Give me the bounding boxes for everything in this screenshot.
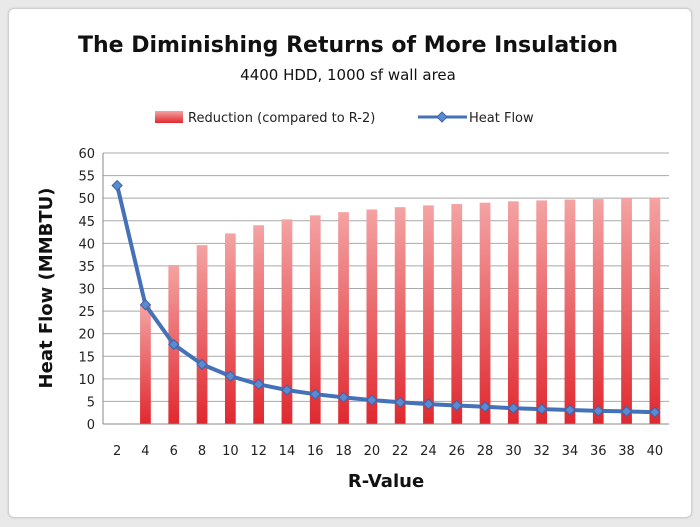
legend-bar-label: Reduction (compared to R-2) bbox=[188, 111, 375, 126]
x-axis-title: R-Value bbox=[348, 471, 424, 492]
heat-flow-point bbox=[649, 406, 661, 418]
y-tick-label: 10 bbox=[78, 373, 95, 388]
heat-flow-point bbox=[479, 401, 491, 413]
x-tick-label: 18 bbox=[335, 444, 352, 459]
reduction-bar bbox=[649, 197, 661, 424]
y-tick-label: 0 bbox=[87, 418, 95, 433]
y-tick-label: 35 bbox=[78, 260, 95, 275]
reduction-bar bbox=[281, 219, 293, 424]
heat-flow-point bbox=[535, 403, 548, 415]
reduction-bar bbox=[338, 212, 349, 424]
x-tick-label: 36 bbox=[590, 444, 607, 459]
x-tick-label: 28 bbox=[477, 444, 494, 459]
line-series bbox=[111, 179, 661, 418]
y-axis-title: Heat Flow (MMBTU) bbox=[36, 188, 57, 389]
y-tick-label: 45 bbox=[78, 215, 95, 230]
x-tick-label: 6 bbox=[170, 444, 178, 459]
reduction-bar bbox=[536, 200, 548, 424]
x-tick-label: 24 bbox=[420, 444, 437, 459]
reduction-bar bbox=[451, 204, 463, 424]
reduction-bar bbox=[394, 207, 406, 424]
bar-series bbox=[140, 197, 661, 424]
x-tick-label: 32 bbox=[533, 444, 550, 459]
x-tick-label: 22 bbox=[392, 444, 409, 459]
chart-frame bbox=[8, 8, 692, 518]
heat-flow-point bbox=[337, 391, 350, 404]
reduction-bar bbox=[564, 199, 576, 424]
y-tick-label: 50 bbox=[78, 192, 95, 207]
heat-flow-point bbox=[366, 394, 378, 406]
x-tick-label: 14 bbox=[279, 444, 296, 459]
reduction-bar bbox=[224, 233, 236, 424]
x-tick-label: 4 bbox=[141, 444, 149, 459]
y-axis-ticks: 0 5 10 15 20 25 30 35 40 45 50 55 60 bbox=[78, 147, 95, 433]
legend-bar-swatch bbox=[155, 111, 183, 123]
y-tick-label: 30 bbox=[78, 283, 95, 298]
x-tick-label: 38 bbox=[618, 444, 635, 459]
heat-flow-point bbox=[196, 358, 208, 371]
reduction-bar bbox=[253, 225, 265, 424]
reduction-bar bbox=[479, 202, 491, 424]
reduction-bar bbox=[309, 215, 321, 424]
x-tick-label: 30 bbox=[505, 444, 522, 459]
chart-subtitle: 4400 HDD, 1000 sf wall area bbox=[240, 66, 456, 84]
gridlines bbox=[103, 152, 669, 425]
x-tick-label: 16 bbox=[307, 444, 324, 459]
y-tick-label: 25 bbox=[78, 305, 95, 320]
heat-flow-point bbox=[422, 398, 435, 410]
heat-flow-point bbox=[252, 378, 265, 390]
y-tick-label: 60 bbox=[78, 147, 95, 162]
heat-flow-point bbox=[507, 402, 520, 414]
chart-title: The Diminishing Returns of More Insulati… bbox=[78, 33, 618, 58]
heat-flow-point bbox=[451, 399, 463, 412]
reduction-bar bbox=[140, 304, 151, 424]
y-tick-label: 15 bbox=[78, 350, 95, 365]
x-tick-label: 40 bbox=[647, 444, 664, 459]
heat-flow-point bbox=[224, 370, 237, 382]
heat-flow-point bbox=[394, 396, 406, 409]
heat-flow-point bbox=[111, 179, 123, 192]
reduction-bar bbox=[592, 199, 604, 424]
reduction-bar bbox=[423, 205, 434, 424]
x-tick-label: 10 bbox=[222, 444, 239, 459]
heat-flow-point bbox=[309, 388, 321, 400]
heat-flow-point bbox=[139, 299, 152, 311]
reduction-bar bbox=[507, 201, 519, 424]
heat-flow-point bbox=[592, 405, 604, 417]
x-tick-label: 34 bbox=[562, 444, 579, 459]
y-tick-label: 20 bbox=[78, 328, 95, 343]
x-tick-label: 8 bbox=[198, 444, 206, 459]
x-tick-label: 20 bbox=[364, 444, 381, 459]
heat-flow-point bbox=[620, 405, 633, 418]
reduction-bar bbox=[621, 198, 632, 424]
reduction-bar bbox=[366, 209, 378, 424]
x-tick-label: 2 bbox=[113, 444, 121, 459]
heat-flow-point bbox=[281, 384, 293, 396]
legend-line-label: Heat Flow bbox=[469, 111, 534, 126]
x-tick-label: 12 bbox=[250, 444, 267, 459]
reduction-bar bbox=[196, 245, 208, 424]
y-tick-label: 5 bbox=[87, 395, 95, 410]
y-tick-label: 40 bbox=[78, 237, 95, 252]
legend-line-marker bbox=[436, 111, 448, 123]
x-axis-ticks: 2 4 6 8 10 12 14 16 18 20 22 24 26 28 30 32 34 36 38 40 bbox=[113, 444, 663, 459]
x-tick-label: 26 bbox=[448, 444, 465, 459]
y-tick-label: 55 bbox=[78, 170, 95, 185]
heat-flow-point bbox=[168, 338, 180, 351]
heat-flow-point bbox=[564, 404, 576, 416]
